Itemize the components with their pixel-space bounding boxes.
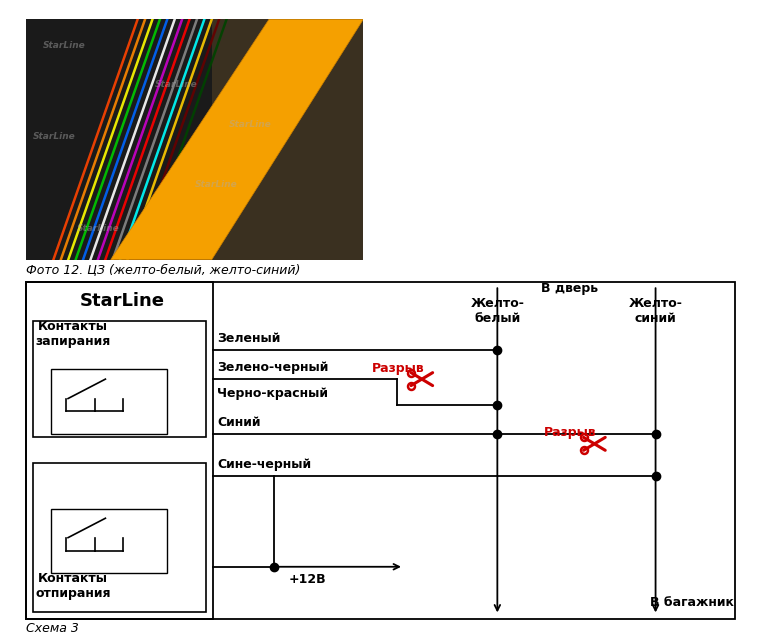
Text: +12В: +12В bbox=[288, 573, 326, 586]
Bar bbox=[26, 282, 213, 619]
Text: Контакты
запирания: Контакты запирания bbox=[36, 320, 111, 348]
Text: Разрыв: Разрыв bbox=[372, 362, 424, 374]
Text: В дверь: В дверь bbox=[540, 282, 598, 295]
Text: Фото 12. ЦЗ (желто-белый, желто-синий): Фото 12. ЦЗ (желто-белый, желто-синий) bbox=[26, 264, 301, 277]
Text: Желто-
синий: Желто- синий bbox=[628, 297, 683, 325]
Text: Синий: Синий bbox=[217, 416, 260, 429]
Bar bbox=[51, 508, 167, 573]
Text: Черно-красный: Черно-красный bbox=[217, 387, 328, 400]
Text: StarLine: StarLine bbox=[154, 79, 198, 88]
Text: Сине-черный: Сине-черный bbox=[217, 458, 311, 471]
Polygon shape bbox=[111, 19, 363, 260]
Text: StarLine: StarLine bbox=[43, 41, 86, 50]
Text: Желто-
белый: Желто- белый bbox=[470, 297, 525, 325]
Bar bbox=[33, 463, 206, 612]
Text: Зеленый: Зеленый bbox=[217, 332, 280, 345]
Bar bbox=[212, 19, 363, 260]
Text: StarLine: StarLine bbox=[195, 181, 238, 190]
Text: StarLine: StarLine bbox=[77, 224, 120, 233]
Text: StarLine: StarLine bbox=[229, 121, 271, 129]
Text: В багажник: В багажник bbox=[650, 596, 734, 609]
Text: StarLine: StarLine bbox=[80, 292, 165, 310]
Text: StarLine: StarLine bbox=[33, 133, 76, 142]
Text: Контакты
отпирания: Контакты отпирания bbox=[36, 572, 111, 600]
Bar bbox=[51, 369, 167, 434]
Text: Зелено-черный: Зелено-черный bbox=[217, 361, 329, 374]
Text: Схема 3: Схема 3 bbox=[26, 622, 79, 635]
Text: Разрыв: Разрыв bbox=[544, 426, 597, 439]
Bar bbox=[33, 321, 206, 437]
